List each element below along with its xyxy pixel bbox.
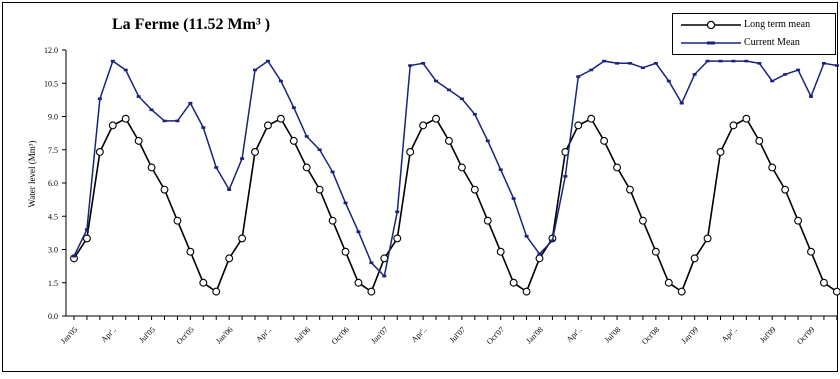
legend-label-current-mean: Current Mean xyxy=(744,37,800,48)
legend-entry-long-term-mean: Long term mean xyxy=(673,17,833,33)
data-point-long-term-mean xyxy=(186,247,195,256)
data-point-long-term-mean xyxy=(393,234,402,243)
data-point-long-term-mean xyxy=(781,185,790,194)
data-point-long-term-mean xyxy=(134,136,143,145)
y-tick-label: 9.0 xyxy=(48,113,58,122)
y-axis: 0.0 1.5 3.0 4.5 6.0 7.5 9.0 10.5 12.0 xyxy=(44,46,67,321)
data-point-long-term-mean xyxy=(496,247,505,256)
series-line-long-term-mean xyxy=(73,117,838,293)
data-point-long-term-mean xyxy=(509,278,518,287)
data-point-long-term-mean xyxy=(276,114,285,123)
data-point-long-term-mean xyxy=(251,148,259,156)
data-point-long-term-mean xyxy=(238,234,247,243)
data-point-long-term-mean xyxy=(432,114,440,123)
data-point-long-term-mean xyxy=(600,136,609,145)
data-point-long-term-mean xyxy=(341,247,350,256)
y-tick-label: 3.0 xyxy=(48,246,58,255)
legend-swatch-long-term-mean xyxy=(681,20,741,30)
data-point-long-term-mean xyxy=(173,216,182,225)
data-point-long-term-mean xyxy=(768,163,777,172)
y-tick-label: 1.5 xyxy=(48,279,58,288)
data-point-long-term-mean xyxy=(755,136,764,145)
legend: Long term mean Current Mean xyxy=(672,13,836,55)
y-tick-label: 10.5 xyxy=(44,79,58,88)
data-point-long-term-mean xyxy=(225,254,234,263)
legend-label-long-term-mean: Long term mean xyxy=(744,19,811,30)
data-point-long-term-mean xyxy=(690,254,699,263)
data-point-long-term-mean xyxy=(147,163,156,172)
data-point-long-term-mean xyxy=(742,114,751,123)
data-point-long-term-mean xyxy=(160,185,169,194)
data-point-long-term-mean xyxy=(703,234,712,243)
y-tick-label: 6.0 xyxy=(48,179,58,188)
data-point-long-term-mean xyxy=(354,278,363,287)
data-point-long-term-mean xyxy=(108,121,117,130)
data-point-long-term-mean xyxy=(328,216,337,225)
data-point-long-term-mean xyxy=(121,114,130,123)
data-point-long-term-mean xyxy=(651,247,660,256)
y-tick-label: 4.5 xyxy=(48,212,58,221)
data-point-long-term-mean xyxy=(677,287,686,296)
data-point-long-term-mean xyxy=(716,148,725,156)
series-line-current-mean xyxy=(73,59,838,278)
series-layer xyxy=(70,59,840,296)
legend-entry-current-mean: Current Mean xyxy=(673,35,833,51)
chart-title: La Ferme (11.52 Mm³ ) xyxy=(112,16,271,33)
data-point-long-term-mean xyxy=(819,278,828,287)
data-point-long-term-mean xyxy=(664,278,673,287)
data-point-long-term-mean xyxy=(470,185,479,194)
data-point-long-term-mean xyxy=(445,136,453,145)
y-axis-label: Water level (Mm³) xyxy=(27,140,37,208)
data-point-long-term-mean xyxy=(613,163,622,172)
data-point-long-term-mean xyxy=(264,121,272,130)
data-point-long-term-mean xyxy=(483,216,492,225)
data-point-long-term-mean xyxy=(289,136,298,145)
data-point-long-term-mean xyxy=(729,121,738,130)
y-tick-label: 0.0 xyxy=(48,312,58,321)
data-point-long-term-mean xyxy=(535,254,544,263)
data-point-long-term-mean xyxy=(419,121,428,130)
data-point-long-term-mean xyxy=(315,185,324,194)
data-point-long-term-mean xyxy=(212,287,221,296)
data-point-long-term-mean xyxy=(794,216,803,225)
data-point-long-term-mean xyxy=(302,163,311,172)
data-point-long-term-mean xyxy=(626,185,634,194)
data-point-long-term-mean xyxy=(807,247,815,256)
legend-swatch-current-mean xyxy=(681,41,741,45)
data-point-long-term-mean xyxy=(522,287,531,296)
data-point-long-term-mean xyxy=(406,148,415,156)
data-point-long-term-mean xyxy=(832,287,840,296)
y-tick-label: 7.5 xyxy=(48,146,58,155)
data-point-long-term-mean xyxy=(367,287,376,296)
data-point-long-term-mean xyxy=(95,148,104,156)
data-point-long-term-mean xyxy=(574,121,583,130)
data-point-long-term-mean xyxy=(587,114,596,123)
data-point-long-term-mean xyxy=(457,163,466,172)
data-point-long-term-mean xyxy=(638,216,647,225)
data-point-long-term-mean xyxy=(199,278,208,287)
data-point-long-term-mean xyxy=(82,234,91,243)
y-tick-label: 12.0 xyxy=(44,46,58,55)
